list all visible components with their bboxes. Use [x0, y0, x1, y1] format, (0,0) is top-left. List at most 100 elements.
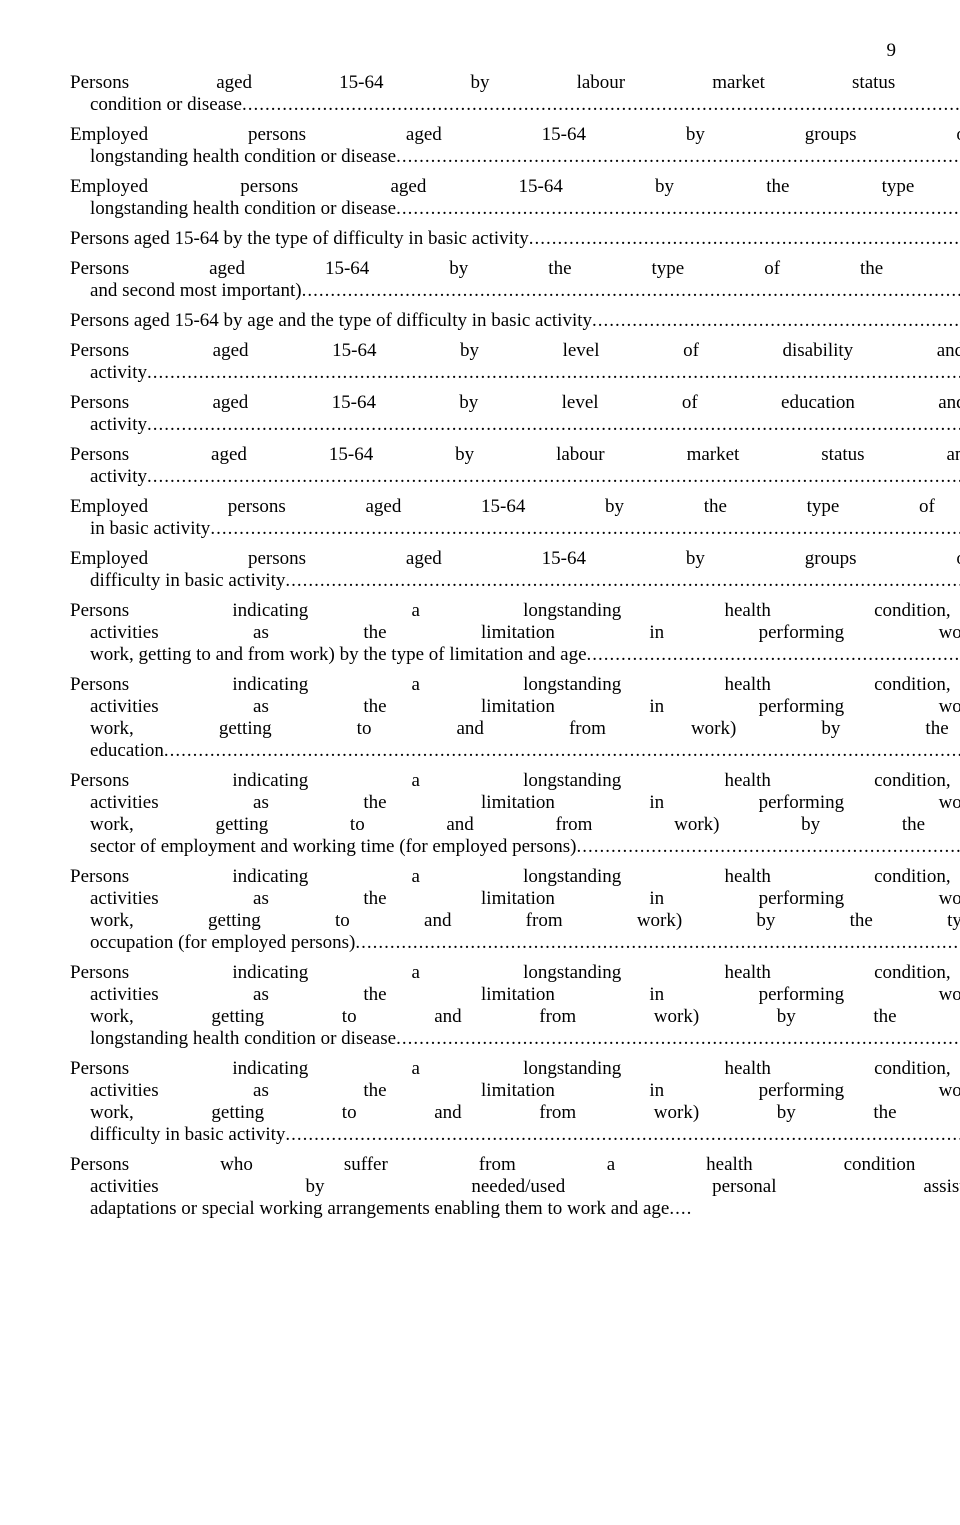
toc-description: Persons aged 15-64 by level of disabilit…: [70, 340, 960, 392]
toc-line: work, getting to and from work) by the t…: [70, 1006, 960, 1028]
toc-tail-text: adaptations or special working arrangeme…: [70, 1198, 669, 1220]
leader-dots: ........................................…: [592, 310, 960, 332]
leader-dots: ........................................…: [147, 362, 960, 384]
leader-dots: ........................................…: [529, 228, 960, 250]
toc-description: Employed persons aged 15-64 by the type …: [70, 496, 960, 548]
leader-dots: ........................................…: [242, 94, 960, 116]
toc-tail-text: activity: [70, 414, 147, 436]
toc-description: Persons indicating a longstanding health…: [70, 866, 960, 962]
toc-description: Persons who suffer from a health conditi…: [70, 1154, 960, 1228]
toc-line: Employed persons aged 15-64 by groups of…: [70, 548, 960, 570]
leader-dots: ........................................…: [147, 414, 960, 436]
toc-row: Persons aged 15-64 by the type of diffic…: [70, 228, 960, 258]
leader-dots: ........................................…: [396, 1028, 960, 1050]
toc-row: Persons indicating a longstanding health…: [70, 674, 960, 770]
toc-row: Persons aged 15-64 by age and the type o…: [70, 310, 960, 340]
toc-line: Persons aged 15-64 by labour market stat…: [70, 444, 960, 466]
toc-tail-text: Persons aged 15-64 by the type of diffic…: [70, 228, 529, 250]
toc-row: Persons indicating a longstanding health…: [70, 866, 960, 962]
toc-last-line: difficulty in basic activity............…: [70, 570, 960, 592]
toc-line: Employed persons aged 15-64 by the type …: [70, 496, 960, 518]
toc-row: Employed persons aged 15-64 by groups of…: [70, 124, 960, 176]
toc-tail-text: occupation (for employed persons): [70, 932, 355, 954]
toc-tail-text: difficulty in basic activity: [70, 1124, 285, 1146]
toc-line: Persons indicating a longstanding health…: [70, 962, 960, 984]
toc-tail-text: condition or disease: [70, 94, 242, 116]
toc-last-line: Persons aged 15-64 by age and the type o…: [70, 310, 960, 332]
toc-description: Persons indicating a longstanding health…: [70, 1058, 960, 1154]
toc-row: Persons aged 15-64 by level of disabilit…: [70, 340, 960, 392]
toc-row: Persons aged 15-64 by the type of the di…: [70, 258, 960, 310]
toc-description: Persons aged 15-64 by level of education…: [70, 392, 960, 444]
toc-tail-text: Persons aged 15-64 by age and the type o…: [70, 310, 592, 332]
toc-tail-text: education: [70, 740, 164, 762]
toc-row: Persons who suffer from a health conditi…: [70, 1154, 960, 1228]
leader-dots: ........................................…: [396, 146, 960, 168]
toc-line: Persons who suffer from a health conditi…: [70, 1154, 960, 1176]
toc-tail-text: in basic activity: [70, 518, 210, 540]
toc-line: work, getting to and from work) by the t…: [70, 1102, 960, 1124]
toc-line: activities as the limitation in performi…: [70, 984, 960, 1006]
leader-dots: ........................................…: [210, 518, 960, 540]
leader-dots: ....: [669, 1198, 960, 1220]
toc-tail-text: activity: [70, 466, 147, 488]
toc-last-line: sector of employment and working time (f…: [70, 836, 960, 858]
toc-table: Persons aged 15-64 by labour market stat…: [70, 72, 960, 1228]
toc-tail-text: work, getting to and from work) by the t…: [70, 644, 587, 666]
toc-line: Persons indicating a longstanding health…: [70, 674, 960, 696]
toc-tail-text: difficulty in basic activity: [70, 570, 285, 592]
toc-line: Persons aged 15-64 by labour market stat…: [70, 72, 960, 94]
toc-line: Employed persons aged 15-64 by groups of…: [70, 124, 960, 146]
toc-last-line: condition or disease....................…: [70, 94, 960, 116]
toc-line: Persons aged 15-64 by the type of the di…: [70, 258, 960, 280]
toc-line: Employed persons aged 15-64 by the type …: [70, 176, 960, 198]
toc-last-line: activity................................…: [70, 466, 960, 488]
toc-line: activities as the limitation in performi…: [70, 622, 960, 644]
leader-dots: ........................................…: [396, 198, 960, 220]
leader-dots: ........................................…: [302, 280, 960, 302]
toc-last-line: adaptations or special working arrangeme…: [70, 1198, 960, 1220]
toc-last-line: occupation (for employed persons).......…: [70, 932, 960, 954]
toc-line: work, getting to and from work) by the t…: [70, 910, 960, 932]
toc-tail-text: longstanding health condition or disease: [70, 198, 396, 220]
toc-row: Persons indicating a longstanding health…: [70, 962, 960, 1058]
toc-line: Persons indicating a longstanding health…: [70, 770, 960, 792]
toc-description: Persons aged 15-64 by the type of the di…: [70, 258, 960, 310]
toc-tail-text: and second most important): [70, 280, 302, 302]
toc-line: Persons aged 15-64 by level of disabilit…: [70, 340, 960, 362]
toc-row: Persons indicating a longstanding health…: [70, 1058, 960, 1154]
toc-last-line: longstanding health condition or disease…: [70, 146, 960, 168]
toc-description: Employed persons aged 15-64 by groups of…: [70, 548, 960, 600]
toc-tail-text: longstanding health condition or disease: [70, 1028, 396, 1050]
toc-last-line: and second most important)..............…: [70, 280, 960, 302]
toc-line: activities as the limitation in performi…: [70, 888, 960, 910]
toc-last-line: education...............................…: [70, 740, 960, 762]
toc-row: Persons indicating a longstanding health…: [70, 770, 960, 866]
toc-line: activities as the limitation in performi…: [70, 1080, 960, 1102]
toc-line: Persons indicating a longstanding health…: [70, 600, 960, 622]
toc-description: Employed persons aged 15-64 by groups of…: [70, 124, 960, 176]
toc-description: Employed persons aged 15-64 by the type …: [70, 176, 960, 228]
leader-dots: ........................................…: [285, 570, 960, 592]
toc-tail-text: longstanding health condition or disease: [70, 146, 396, 168]
leader-dots: ........................................…: [285, 1124, 960, 1146]
toc-description: Persons indicating a longstanding health…: [70, 962, 960, 1058]
toc-description: Persons indicating a longstanding health…: [70, 600, 960, 674]
toc-last-line: longstanding health condition or disease…: [70, 198, 960, 220]
toc-last-line: activity................................…: [70, 414, 960, 436]
toc-tail-text: sector of employment and working time (f…: [70, 836, 577, 858]
leader-dots: ........................................…: [147, 466, 960, 488]
toc-row: Persons aged 15-64 by labour market stat…: [70, 444, 960, 496]
leader-dots: ........................................…: [587, 644, 960, 666]
toc-line: Persons indicating a longstanding health…: [70, 866, 960, 888]
leader-dots: ........................................…: [577, 836, 960, 858]
toc-line: Persons aged 15-64 by level of education…: [70, 392, 960, 414]
leader-dots: ........................................…: [164, 740, 960, 762]
toc-line: activities as the limitation in performi…: [70, 792, 960, 814]
toc-last-line: work, getting to and from work) by the t…: [70, 644, 960, 666]
toc-last-line: longstanding health condition or disease…: [70, 1028, 960, 1050]
toc-line: work, getting to and from work) by the t…: [70, 814, 960, 836]
toc-line: activities by needed/used personal assis…: [70, 1176, 960, 1198]
toc-last-line: Persons aged 15-64 by the type of diffic…: [70, 228, 960, 250]
toc-description: Persons aged 15-64 by age and the type o…: [70, 310, 960, 340]
